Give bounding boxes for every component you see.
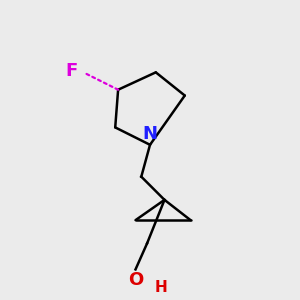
Text: H: H bbox=[154, 280, 167, 295]
Text: O: O bbox=[128, 271, 143, 289]
Text: F: F bbox=[66, 62, 78, 80]
Text: N: N bbox=[142, 125, 158, 143]
